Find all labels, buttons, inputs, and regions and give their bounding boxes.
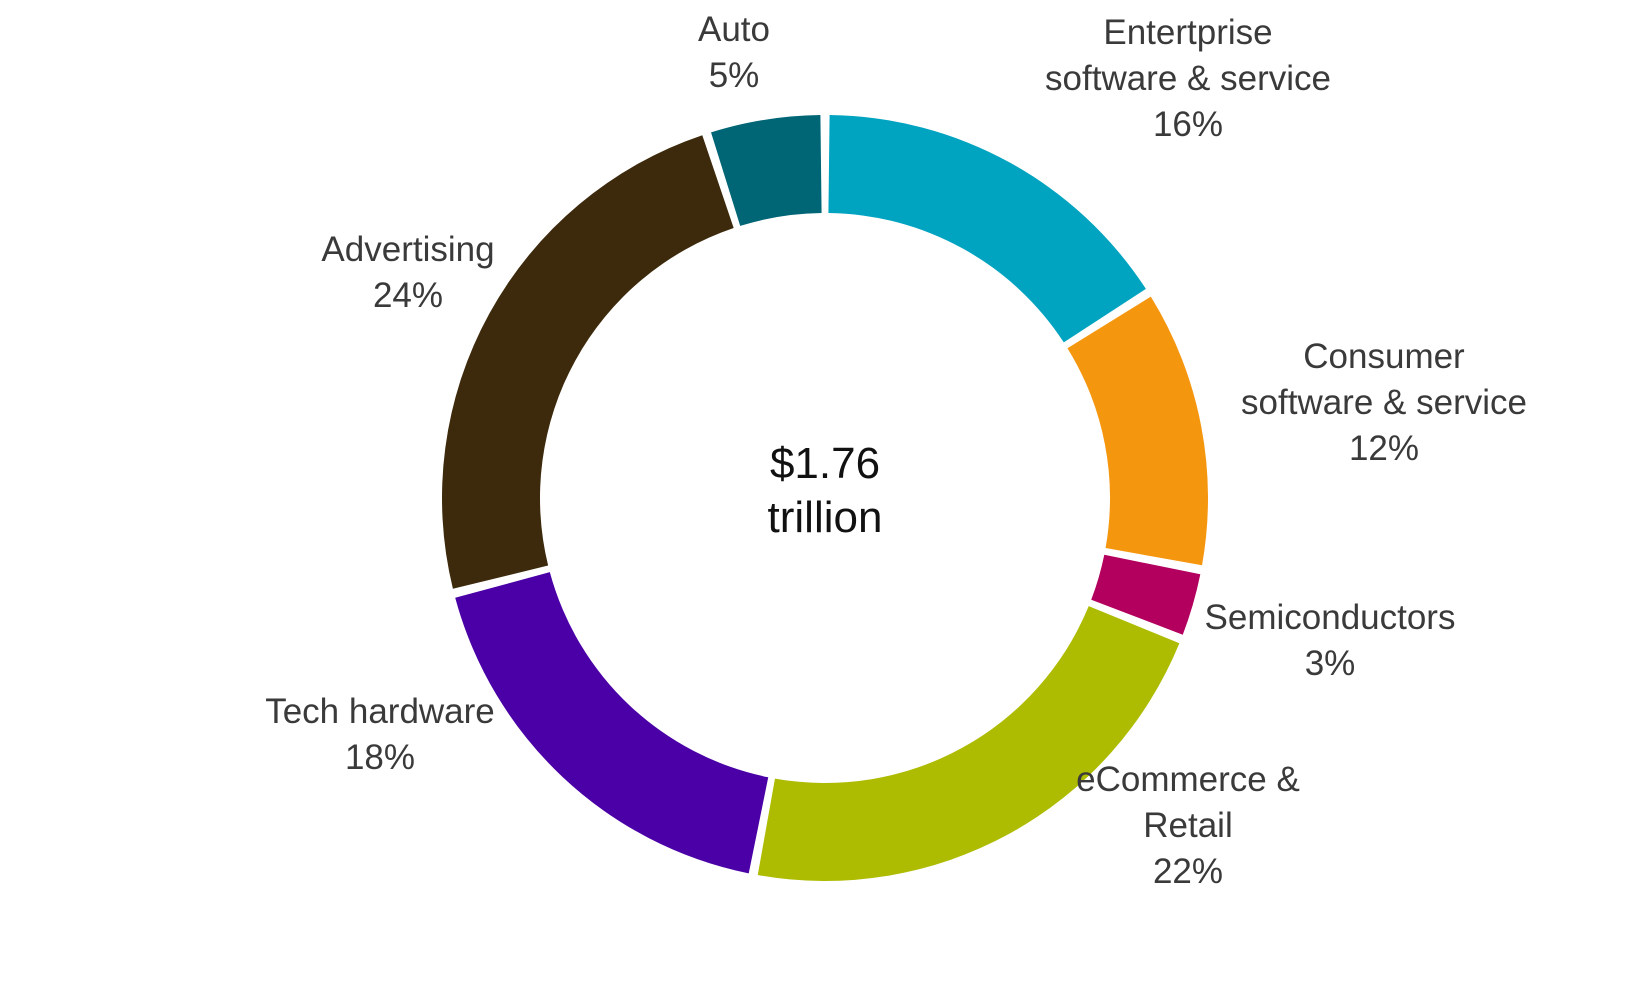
- slice-ecommerce-retail: [757, 606, 1180, 881]
- name-label-advertising: Advertising: [321, 230, 494, 269]
- center-label-line: $1.76: [770, 439, 880, 488]
- label-auto: Auto 5%: [698, 10, 770, 95]
- slice-semiconductors: [1091, 554, 1201, 635]
- name-label-tech-hardware: Tech hardware: [265, 692, 495, 731]
- value-label-ecommerce-retail: 22%: [1153, 852, 1223, 891]
- name-label-consumer-software-service: software & service: [1241, 383, 1527, 422]
- slice-consumer-software-service: [1067, 296, 1209, 566]
- value-label-auto: 5%: [709, 56, 760, 95]
- slices-layer: [441, 115, 1209, 881]
- name-label-consumer-software-service: Consumer: [1303, 337, 1465, 376]
- label-entertprise-software-service: Entertprise software & service 16%: [1045, 13, 1331, 144]
- name-label-auto: Auto: [698, 10, 770, 49]
- label-advertising: Advertising 24%: [321, 230, 494, 315]
- value-label-tech-hardware: 18%: [345, 738, 415, 777]
- value-label-advertising: 24%: [373, 276, 443, 315]
- name-label-semiconductors: Semiconductors: [1205, 598, 1456, 637]
- center-label-line: trillion: [768, 493, 883, 542]
- labels-layer: Entertprise software & service 16% Consumer…: [265, 10, 1527, 891]
- value-label-consumer-software-service: 12%: [1349, 429, 1419, 468]
- name-label-ecommerce-retail: Retail: [1143, 806, 1232, 845]
- name-label-entertprise-software-service: Entertprise: [1103, 13, 1272, 52]
- slice-auto: [711, 115, 822, 226]
- center-total-label: $1.76 trillion: [768, 439, 883, 542]
- name-label-ecommerce-retail: eCommerce &: [1076, 760, 1300, 799]
- value-label-semiconductors: 3%: [1305, 644, 1356, 683]
- label-tech-hardware: Tech hardware 18%: [265, 692, 495, 777]
- slice-entertprise-software-service: [828, 115, 1146, 343]
- name-label-entertprise-software-service: software & service: [1045, 59, 1331, 98]
- slice-tech-hardware: [455, 572, 769, 874]
- label-semiconductors: Semiconductors 3%: [1205, 598, 1456, 683]
- label-consumer-software-service: Consumer software & service 12%: [1241, 337, 1527, 468]
- value-label-entertprise-software-service: 16%: [1153, 105, 1223, 144]
- label-ecommerce-retail: eCommerce & Retail 22%: [1076, 760, 1300, 891]
- slice-advertising: [441, 135, 734, 589]
